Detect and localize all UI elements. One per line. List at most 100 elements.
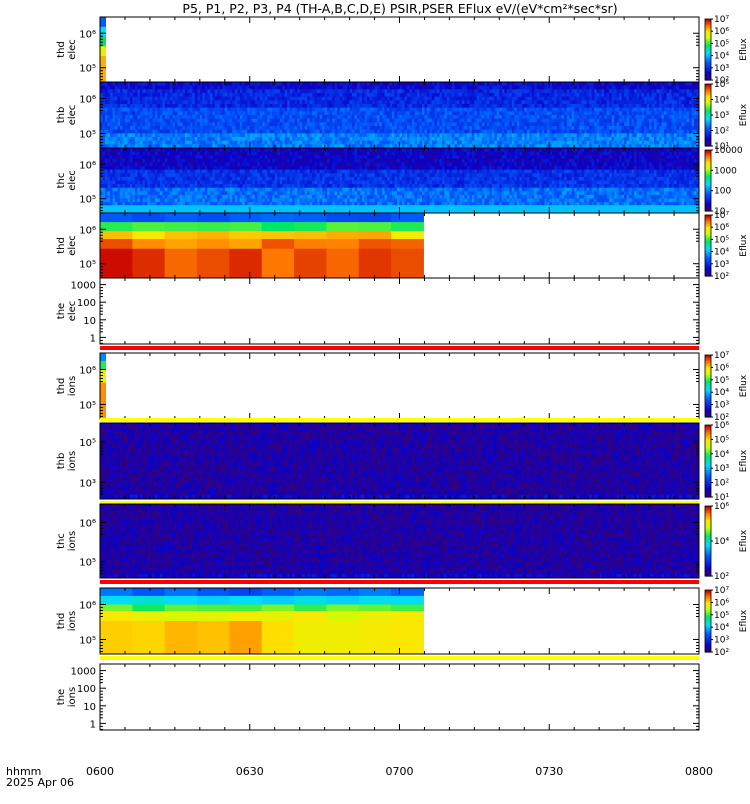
flag-bar bbox=[100, 656, 699, 660]
ytick-label: 10⁵ bbox=[79, 558, 96, 569]
flag-bar bbox=[100, 346, 699, 350]
colorbar-label: 10000 bbox=[714, 146, 743, 156]
chart-title: P5, P1, P2, P3, P4 (TH-A,B,C,D,E) PSIR,P… bbox=[182, 1, 617, 16]
colorbar-label: 10⁵ bbox=[714, 611, 729, 621]
time-tick-label: 0600 bbox=[86, 765, 114, 778]
flag-bar bbox=[100, 580, 699, 584]
panel-ylabel: the bbox=[56, 689, 67, 705]
colorbar: 10⁶ 10⁴ 10² Eflux bbox=[705, 502, 749, 582]
ytick-label: 10⁶ bbox=[79, 366, 96, 377]
colorbar-label: 10⁵ bbox=[714, 235, 729, 245]
colorbar-label: 10³ bbox=[714, 64, 729, 74]
flag-bar bbox=[100, 418, 699, 422]
colorbar-label: 10⁴ bbox=[714, 96, 729, 106]
ytick-label: 100 bbox=[77, 298, 96, 309]
ytick-label: 1 bbox=[90, 333, 96, 344]
colorbar-title: Eflux bbox=[739, 234, 749, 257]
ytick-label: 10⁵ bbox=[79, 635, 96, 646]
ytick-label: 1000 bbox=[71, 667, 96, 678]
colorbar-label: 10² bbox=[714, 127, 729, 137]
colorbar-label: 10⁴ bbox=[714, 52, 729, 62]
colorbar-title: Eflux bbox=[739, 529, 749, 552]
colorbar-label: 10⁴ bbox=[714, 623, 729, 633]
colorbar-label: 10⁶ bbox=[714, 598, 729, 608]
colorbar-label: 10⁴ bbox=[714, 248, 729, 258]
colorbar-label: 10⁵ bbox=[714, 80, 729, 90]
ytick-label: 10⁵ bbox=[79, 129, 96, 140]
ytick-label: 10 bbox=[83, 316, 96, 327]
colorbar-label: 1000 bbox=[714, 166, 737, 176]
panel-ylabel: ions bbox=[67, 687, 78, 707]
colorbar-label: 10⁵ bbox=[714, 376, 729, 386]
panel-ylabel: elec bbox=[67, 39, 78, 60]
ytick-label: 10⁶ bbox=[79, 29, 96, 40]
panel-ylabel: ions bbox=[67, 531, 78, 551]
colorbar-label: 10³ bbox=[714, 464, 729, 474]
ytick-label: 10⁵ bbox=[79, 260, 96, 271]
colorbar-title: Eflux bbox=[739, 449, 749, 472]
panel-ylabel: elec bbox=[67, 301, 78, 322]
colorbar-label: 10³ bbox=[714, 636, 729, 646]
ytick-label: 10 bbox=[83, 702, 96, 713]
ytick-label: 1000 bbox=[71, 281, 96, 292]
colorbar-label: 10² bbox=[714, 572, 729, 582]
ytick-label: 10⁶ bbox=[79, 95, 96, 106]
colorbar-label: 10⁷ bbox=[714, 351, 729, 361]
colorbar-label: 10⁶ bbox=[714, 502, 729, 512]
colorbar-label: 10³ bbox=[714, 401, 729, 411]
panel-ylabel: ions bbox=[67, 451, 78, 471]
colorbar-label: 10³ bbox=[714, 111, 729, 121]
colorbar-label: 10⁶ bbox=[714, 421, 729, 431]
ytick-label: 10⁵ bbox=[79, 195, 96, 206]
panel-ylabel: thd bbox=[56, 237, 67, 254]
time-tick-label: 0800 bbox=[685, 765, 713, 778]
colorbar-label: 10³ bbox=[714, 260, 729, 270]
ytick-label: 10⁵ bbox=[79, 64, 96, 75]
colorbar-label: 10⁶ bbox=[714, 363, 729, 373]
colorbar-title: Eflux bbox=[739, 374, 749, 397]
colorbar-label: 10⁶ bbox=[714, 223, 729, 233]
ytick-label: 10⁵ bbox=[79, 400, 96, 411]
colorbar-title: Eflux bbox=[739, 38, 749, 61]
ytick-label: 10³ bbox=[79, 478, 96, 489]
colorbar-label: 10⁴ bbox=[714, 450, 729, 460]
ytick-label: 10⁶ bbox=[79, 160, 96, 171]
ytick-label: 10⁶ bbox=[79, 519, 96, 530]
colorbar-label: 10² bbox=[714, 479, 729, 489]
panel-ylabel: elec bbox=[67, 170, 78, 191]
panel-ylabel: thb bbox=[56, 453, 67, 470]
ytick-label: 10⁶ bbox=[79, 601, 96, 612]
colorbar-title: Eflux bbox=[739, 103, 749, 126]
panel-ylabel: ions bbox=[67, 376, 78, 396]
colorbar-label: 10⁶ bbox=[714, 27, 729, 37]
colorbar-label: 10⁷ bbox=[714, 211, 729, 221]
panel-ylabel: thd bbox=[56, 613, 67, 630]
ytick-label: 100 bbox=[77, 684, 96, 695]
colorbar-label: 10⁴ bbox=[714, 537, 729, 547]
panel-ylabel: thd bbox=[56, 378, 67, 395]
ytick-label: 10⁵ bbox=[79, 438, 96, 449]
colorbar-label: 10⁴ bbox=[714, 388, 729, 398]
colorbar-label: 10² bbox=[714, 648, 729, 658]
panel-ylabel: thc bbox=[56, 173, 67, 189]
panel-ylabel: the bbox=[56, 303, 67, 319]
panel-ylabel: thb bbox=[56, 107, 67, 124]
colorbar-label: 10⁵ bbox=[714, 39, 729, 49]
